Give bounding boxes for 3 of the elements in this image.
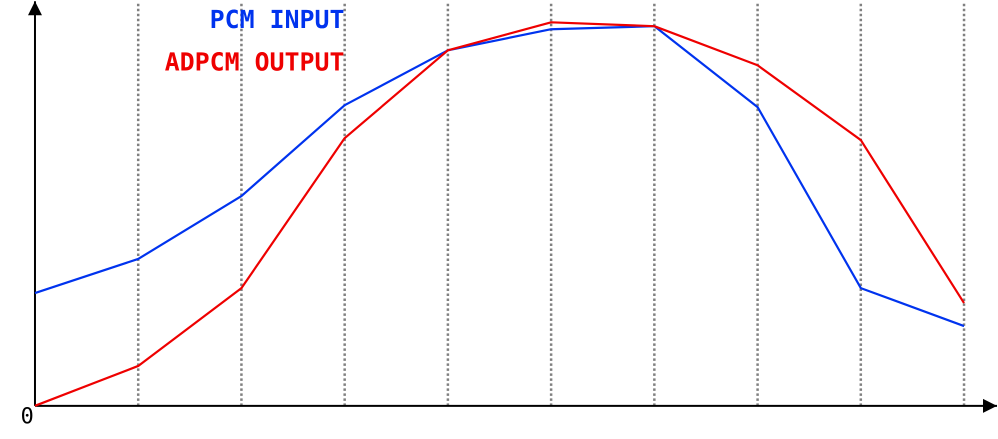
text: 0 [22,407,32,424]
text: ADPCM OUTPUT [165,52,344,71]
text: PCM INPUT [212,10,344,28]
